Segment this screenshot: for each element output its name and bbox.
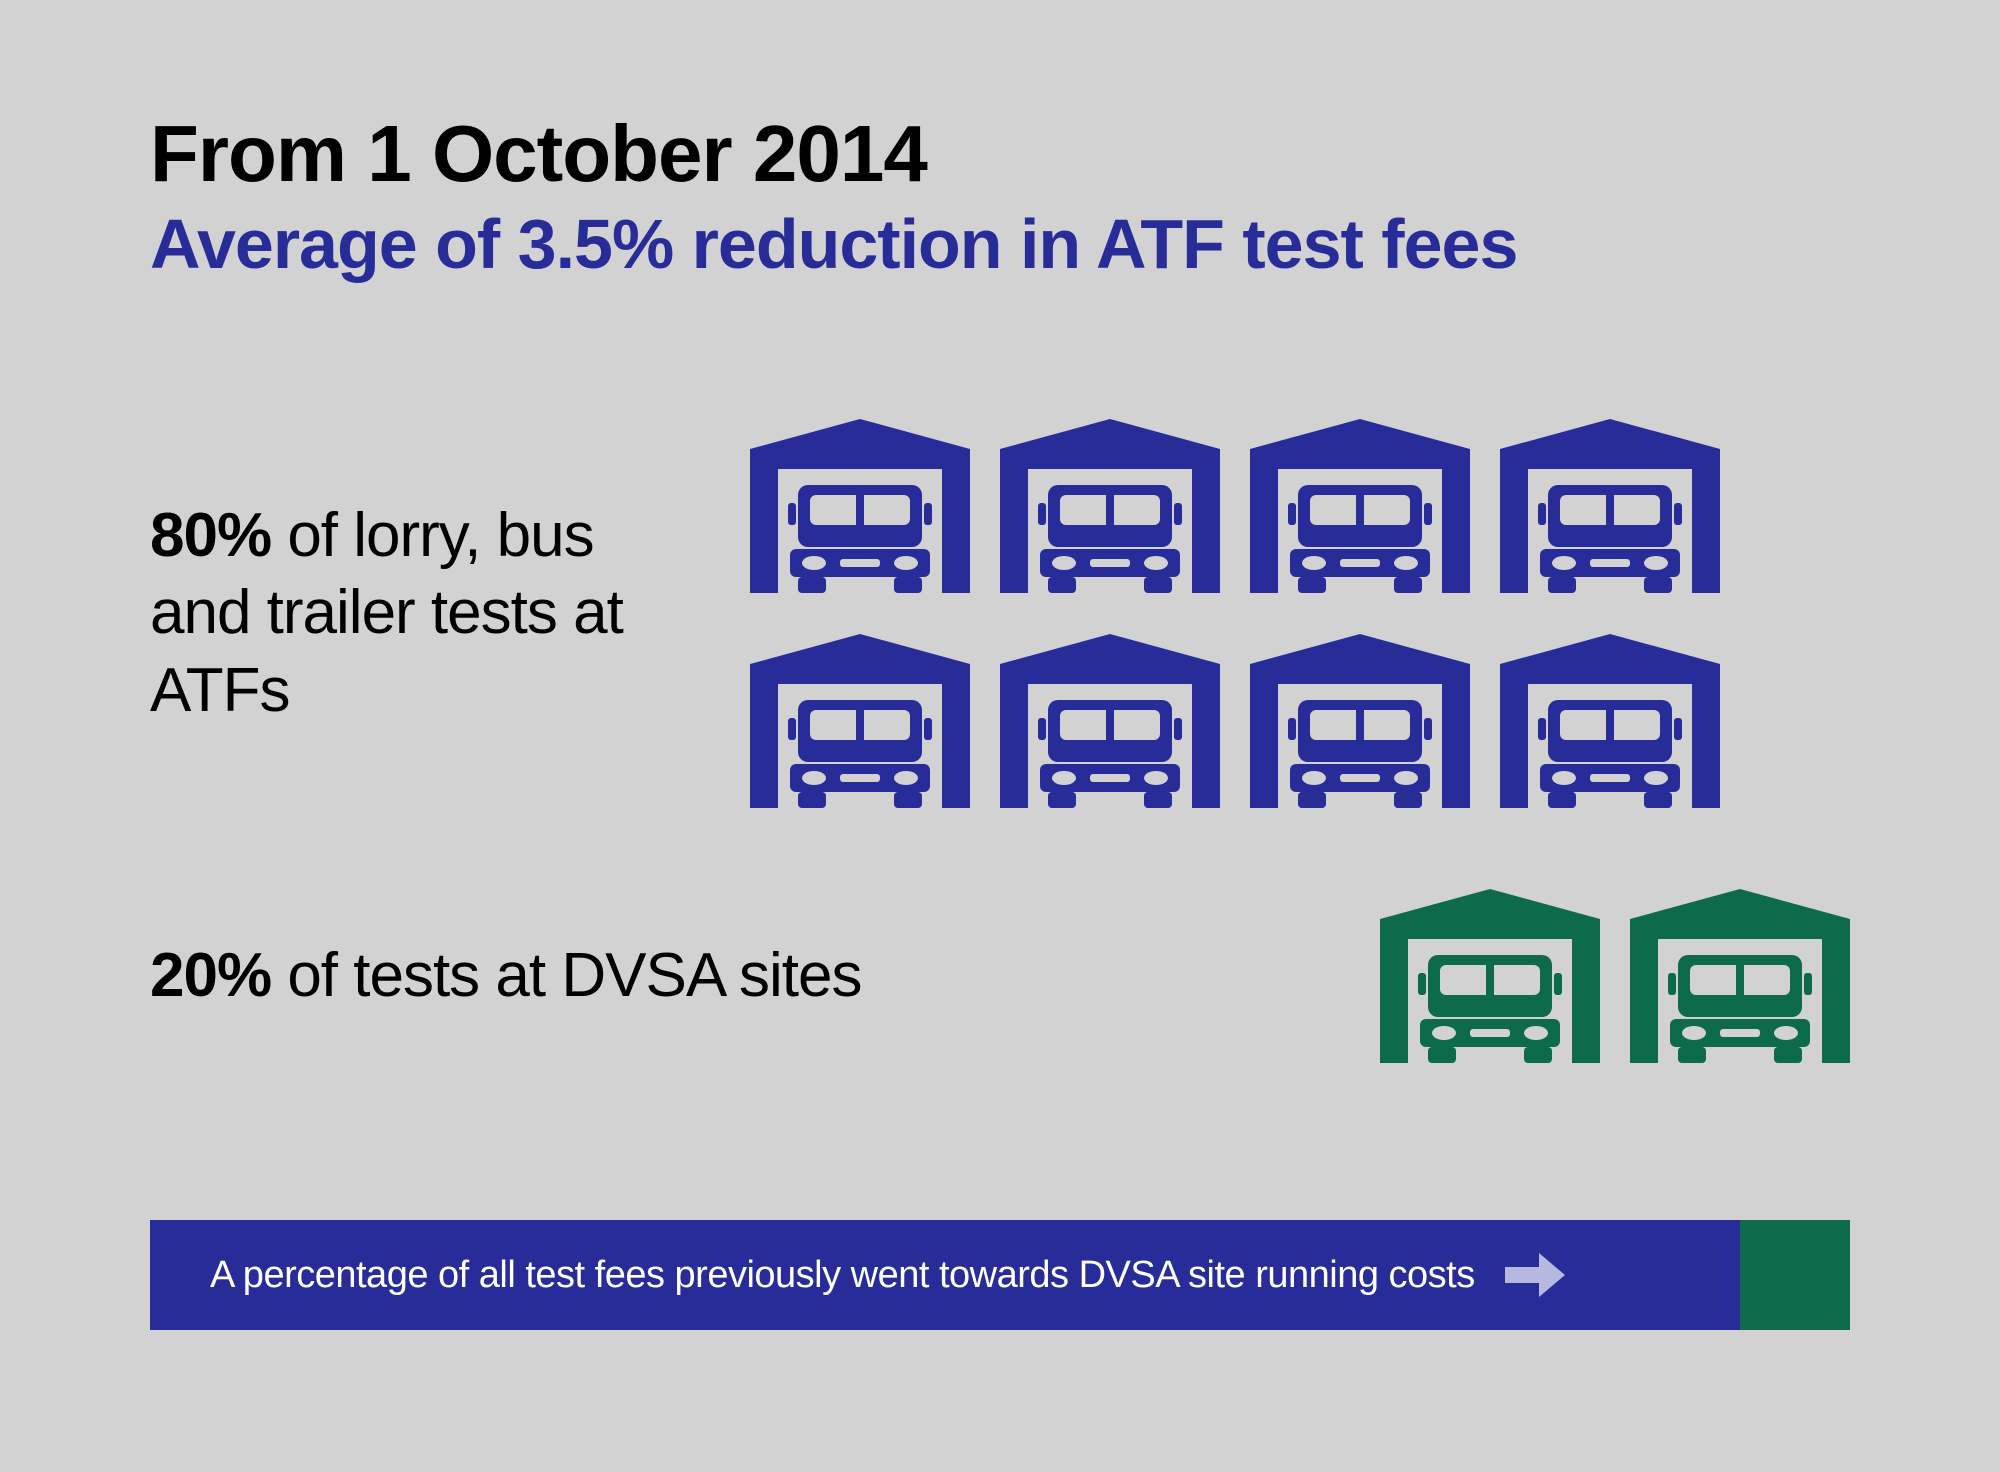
garage-icon-dvsa <box>1630 883 1850 1068</box>
footer-bar: A percentage of all test fees previously… <box>150 1220 1850 1330</box>
garage-icon-atf <box>1250 628 1470 813</box>
dvsa-section: 20% of tests at DVSA sites <box>150 883 1850 1068</box>
garage-truck-icon <box>1250 413 1470 593</box>
garage-icon-atf <box>1000 413 1220 598</box>
garage-truck-icon <box>750 628 970 808</box>
garage-truck-icon <box>1000 413 1220 593</box>
dvsa-icon-row <box>1380 883 1850 1068</box>
footer-green-segment <box>1740 1220 1850 1330</box>
garage-truck-icon <box>1500 628 1720 808</box>
dvsa-text: of tests at DVSA sites <box>271 941 861 1010</box>
garage-icon-dvsa <box>1380 883 1600 1068</box>
garage-truck-icon <box>1000 628 1220 808</box>
garage-icon-atf <box>750 413 970 598</box>
dvsa-stat-text: 20% of tests at DVSA sites <box>150 937 1340 1015</box>
garage-truck-icon <box>750 413 970 593</box>
garage-truck-icon <box>1630 883 1850 1063</box>
atf-icon-grid <box>750 413 1720 813</box>
garage-icon-atf <box>1250 413 1470 598</box>
garage-truck-icon <box>1380 883 1600 1063</box>
footer-text: A percentage of all test fees previously… <box>210 1254 1475 1297</box>
arrow-right-icon <box>1505 1251 1565 1299</box>
footer-blue-segment: A percentage of all test fees previously… <box>150 1220 1740 1330</box>
garage-icon-atf <box>1500 413 1720 598</box>
atf-stat-text: 80% of lorry, bus and trailer tests at A… <box>150 497 710 730</box>
heading-line-1: From 1 October 2014 <box>150 110 1850 198</box>
dvsa-percent: 20% <box>150 941 271 1010</box>
infographic-container: From 1 October 2014 Average of 3.5% redu… <box>150 110 1850 1068</box>
garage-icon-atf <box>1500 628 1720 813</box>
garage-icon-atf <box>1000 628 1220 813</box>
garage-truck-icon <box>1500 413 1720 593</box>
garage-icon-atf <box>750 628 970 813</box>
atf-section: 80% of lorry, bus and trailer tests at A… <box>150 413 1850 813</box>
garage-truck-icon <box>1250 628 1470 808</box>
heading-line-2: Average of 3.5% reduction in ATF test fe… <box>150 206 1850 283</box>
atf-percent: 80% <box>150 501 271 570</box>
